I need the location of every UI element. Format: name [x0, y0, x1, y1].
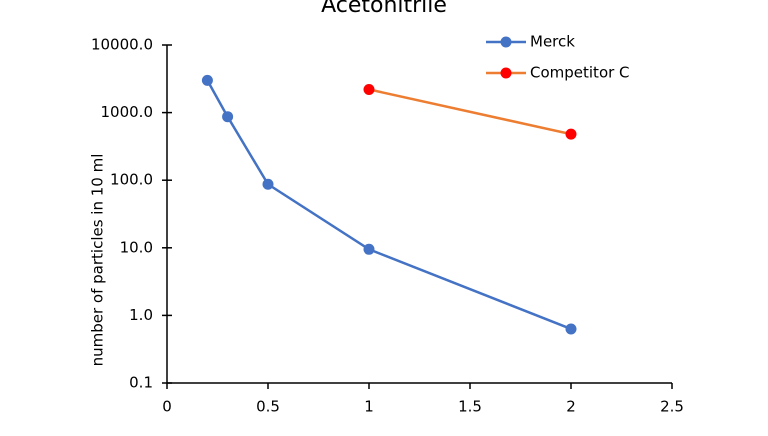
legend-marker: [500, 36, 512, 48]
data-point: [201, 74, 213, 86]
y-tick-label: 0.1: [129, 374, 153, 392]
series-line: [206, 79, 572, 331]
x-tick-label: 0.5: [256, 398, 280, 416]
y-tick-label: 10.0: [120, 238, 153, 256]
legend-label: Merck: [530, 33, 575, 51]
y-axis-label: number of particles in 10 ml: [89, 154, 107, 367]
legend-marker: [500, 67, 512, 79]
series-line: [368, 88, 572, 136]
chart-title: Acetonitrile: [321, 0, 447, 18]
x-tick-label: 1: [364, 398, 374, 416]
data-point: [262, 178, 274, 190]
data-point: [222, 111, 234, 123]
y-tick-label: 1000.0: [101, 103, 154, 121]
data-point: [565, 128, 577, 140]
data-point: [363, 243, 375, 255]
y-tick-label: 1.0: [129, 306, 153, 324]
y-tick-label: 10000.0: [91, 36, 153, 54]
data-point: [363, 83, 375, 95]
x-tick-label: 2.5: [660, 398, 684, 416]
x-tick-label: 1.5: [458, 398, 482, 416]
x-tick-label: 0: [162, 398, 172, 416]
y-tick-label: 100.0: [110, 171, 153, 189]
legend-label: Competitor C: [530, 64, 630, 82]
x-tick-label: 2: [566, 398, 576, 416]
data-point: [565, 323, 577, 335]
